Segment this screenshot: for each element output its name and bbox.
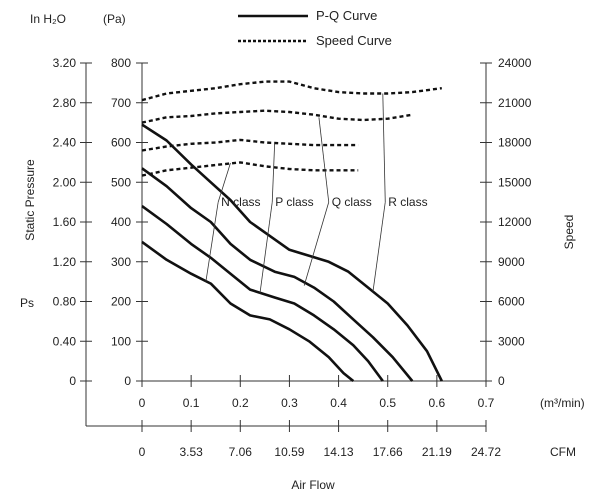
legend: P-Q Curve Speed Curve (238, 8, 392, 48)
class-label: N class (221, 195, 260, 209)
inh2o-tick-label: 0.80 (53, 295, 77, 309)
x-tick-label: 0.2 (232, 396, 249, 410)
pa-tick-label: 400 (111, 215, 131, 229)
pa-tick-label: 500 (111, 175, 131, 189)
pa-tick-label: 200 (111, 295, 131, 309)
speed-tick-label: 12000 (498, 215, 532, 229)
x-unit-m3: (m³/min) (540, 396, 585, 410)
x-tick-label: 0.6 (429, 396, 446, 410)
cfm-tick-label: 21.19 (422, 445, 452, 459)
class-leader-speed (382, 93, 386, 203)
speed-tick-label: 15000 (498, 175, 532, 189)
speed-curve-2 (141, 138, 359, 152)
class-labels: N class P class Q class R class (205, 93, 428, 294)
pq-curve-2 (141, 205, 384, 382)
speed-curve-3 (141, 109, 413, 124)
inh2o-tick-label: 2.80 (53, 96, 77, 110)
speed-curve-4 (141, 80, 442, 102)
class-leader-pq (205, 202, 219, 282)
axis-ticks: 3.20 800 24000 2.80 700 21000 2.40 600 18000 2.00… (53, 56, 532, 459)
inh2o-tick-label: 2.00 (53, 175, 77, 189)
inh2o-tick-label: 2.40 (53, 136, 77, 150)
class-leader-speed (217, 162, 231, 203)
class-label: P class (275, 195, 313, 209)
cfm-tick-label: 14.13 (324, 445, 354, 459)
class-label: Q class (332, 195, 372, 209)
class-leader-speed (318, 117, 330, 203)
x-tick-label: 0.3 (281, 396, 298, 410)
x-unit-cfm: CFM (550, 445, 576, 459)
inh2o-tick-label: 0 (69, 374, 76, 388)
speed-tick-label: 0 (498, 374, 505, 388)
cfm-tick-label: 17.66 (373, 445, 403, 459)
cfm-tick-label: 24.72 (471, 445, 501, 459)
pa-tick-label: 600 (111, 136, 131, 150)
speed-tick-label: 18000 (498, 136, 532, 150)
speed-tick-label: 24000 (498, 56, 532, 70)
inh2o-tick-label: 1.60 (53, 215, 77, 229)
pq-curve-4 (141, 123, 443, 382)
x-tick-label: 0 (139, 396, 146, 410)
speed-curve-1 (141, 161, 359, 177)
class-leader-pq (259, 202, 273, 294)
ps-symbol: Ps (20, 296, 34, 310)
x-tick-label: 0.7 (478, 396, 495, 410)
inh2o-tick-label: 1.20 (53, 255, 77, 269)
pa-tick-label: 700 (111, 96, 131, 110)
class-leader-pq (303, 202, 330, 286)
speed-curves (141, 80, 442, 177)
speed-tick-label: 21000 (498, 96, 532, 110)
x-tick-label: 0.1 (183, 396, 200, 410)
pa-tick-label: 800 (111, 56, 131, 70)
cfm-tick-label: 0 (139, 445, 146, 459)
pa-tick-label: 0 (124, 374, 131, 388)
cfm-tick-label: 10.59 (274, 445, 304, 459)
speed-axis-title: Speed (562, 215, 576, 250)
pq-curve-1 (141, 240, 355, 383)
pq-curves (141, 123, 443, 383)
x-tick-label: 0.4 (330, 396, 347, 410)
pa-unit-label: (Pa) (103, 12, 126, 26)
speed-tick-label: 9000 (498, 255, 525, 269)
class-leader-pq (372, 202, 386, 292)
pa-tick-label: 300 (111, 255, 131, 269)
inh2o-tick-label: 3.20 (53, 56, 77, 70)
plot-frame (141, 63, 487, 382)
cfm-tick-label: 3.53 (179, 445, 203, 459)
class-leader-speed (271, 142, 276, 203)
class-label: R class (388, 195, 427, 209)
inh2o-unit-label: In H₂O (30, 12, 66, 26)
pa-tick-label: 100 (111, 334, 131, 348)
cfm-tick-label: 7.06 (229, 445, 253, 459)
x-tick-label: 0.5 (379, 396, 396, 410)
airflow-title: Air Flow (291, 478, 335, 492)
speed-tick-label: 6000 (498, 295, 525, 309)
legend-speed-label: Speed Curve (316, 33, 392, 48)
speed-tick-label: 3000 (498, 334, 525, 348)
legend-pq-label: P-Q Curve (316, 8, 377, 23)
static-pressure-title: Static Pressure (23, 159, 37, 241)
inh2o-tick-label: 0.40 (53, 334, 77, 348)
pq-curve-3 (141, 167, 414, 382)
